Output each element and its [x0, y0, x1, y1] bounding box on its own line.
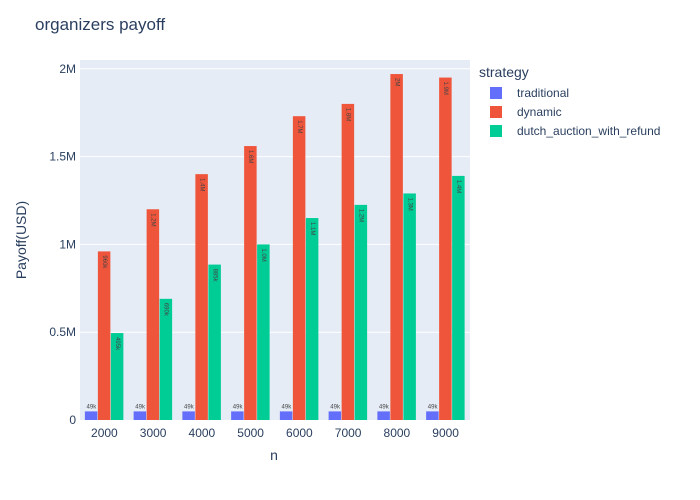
- bar-traditional[interactable]: [182, 411, 195, 420]
- bar-label: 1.6M: [247, 150, 253, 163]
- legend-item-dutch_auction_with_refund[interactable]: dutch_auction_with_refund: [490, 124, 660, 138]
- x-tick-label: 5000: [237, 426, 264, 440]
- bar-traditional[interactable]: [426, 411, 439, 420]
- bar-label: 49k: [184, 404, 195, 410]
- bar-traditional[interactable]: [231, 411, 244, 420]
- bar-traditional[interactable]: [377, 411, 390, 420]
- bar-traditional[interactable]: [279, 411, 293, 420]
- x-tick-label: 7000: [335, 426, 362, 440]
- bar-label: 1.8M: [345, 108, 351, 121]
- bar-label: 1.4M: [198, 178, 204, 191]
- bar-traditional[interactable]: [328, 411, 342, 420]
- bar-traditional[interactable]: [84, 411, 98, 420]
- legend-label: dutch_auction_with_refund: [517, 124, 660, 138]
- legend-item-traditional[interactable]: traditional: [490, 86, 569, 100]
- bar-label: 49k: [87, 404, 98, 410]
- bar-label: 49k: [428, 404, 439, 410]
- bar-label: 49k: [233, 404, 244, 410]
- bars: [84, 74, 465, 421]
- x-tick-label: 8000: [384, 426, 411, 440]
- y-tick-label: 0.5M: [49, 325, 76, 339]
- x-tick-label: 4000: [189, 426, 216, 440]
- legend-swatch: [490, 125, 502, 137]
- bar-label: 49k: [135, 404, 146, 410]
- bar-label: 49k: [330, 404, 341, 410]
- bar-dutch_auction_with_refund[interactable]: [452, 175, 465, 420]
- bar-dynamic[interactable]: [244, 146, 257, 421]
- legend-title: strategy: [479, 64, 529, 80]
- y-tick-label: 1M: [59, 237, 76, 251]
- bar-labels: 49k 49k 49k 49k 49k 49k 49k 49k 960k 1.2M 1.4M 1.6M…: [87, 78, 462, 410]
- bar-dynamic[interactable]: [390, 74, 403, 421]
- x-tick-label: 2000: [91, 426, 118, 440]
- bar-dynamic[interactable]: [439, 77, 452, 420]
- bar-label: 1.7M: [296, 120, 302, 133]
- bar-label: 1.2M: [150, 213, 156, 226]
- legend-label: traditional: [517, 86, 569, 100]
- bar-dutch_auction_with_refund[interactable]: [110, 333, 124, 420]
- bar-traditional[interactable]: [133, 411, 147, 420]
- bar-dutch_auction_with_refund[interactable]: [208, 264, 221, 420]
- x-axis-title: n: [270, 447, 278, 463]
- legend-swatch: [490, 87, 502, 99]
- bar-dynamic[interactable]: [146, 209, 160, 420]
- legend-label: dynamic: [517, 105, 562, 119]
- chart-title: organizers payoff: [35, 15, 165, 34]
- bar-label: 2M: [393, 78, 399, 86]
- x-axis-ticks: 2000 3000 4000 5000 6000 7000 8000 9000: [91, 426, 459, 440]
- bar-label: 49k: [282, 404, 293, 410]
- x-tick-label: 3000: [140, 426, 167, 440]
- bar-dynamic[interactable]: [292, 116, 306, 420]
- bar-label: 1.2M: [358, 209, 364, 222]
- y-tick-label: 0: [69, 413, 76, 427]
- bar-label: 1.1M: [309, 222, 315, 235]
- bar-dutch_auction_with_refund[interactable]: [403, 193, 416, 420]
- bar-dutch_auction_with_refund[interactable]: [305, 218, 319, 420]
- bar-label: 495k: [114, 337, 120, 351]
- bar-dutch_auction_with_refund[interactable]: [257, 244, 270, 420]
- bar-dynamic[interactable]: [195, 174, 208, 420]
- x-tick-label: 6000: [286, 426, 313, 440]
- bar-label: 1.4M: [455, 180, 461, 193]
- bar-label: 1.3M: [406, 197, 412, 210]
- y-axis-ticks: 0 0.5M 1M 1.5M 2M: [49, 62, 76, 427]
- x-tick-label: 9000: [432, 426, 459, 440]
- legend-item-dynamic[interactable]: dynamic: [490, 105, 562, 119]
- bar-dynamic[interactable]: [97, 251, 111, 420]
- legend-swatch: [490, 106, 502, 118]
- bar-label: 1.9M: [442, 82, 448, 95]
- y-tick-label: 1.5M: [49, 150, 76, 164]
- bar-label: 49k: [379, 404, 390, 410]
- bar-dutch_auction_with_refund[interactable]: [354, 204, 368, 420]
- bar-label: 960k: [101, 255, 107, 269]
- legend[interactable]: strategy traditional dynamic dutch_auction…: [479, 64, 660, 138]
- y-tick-label: 2M: [59, 62, 76, 76]
- bar-dynamic[interactable]: [341, 103, 355, 420]
- bar-label: 885k: [211, 269, 217, 283]
- bar-dutch_auction_with_refund[interactable]: [159, 298, 173, 420]
- y-axis-title: Payoff(USD): [13, 201, 29, 279]
- bar-label: 1.0M: [260, 248, 266, 261]
- bar-label: 690k: [163, 303, 169, 317]
